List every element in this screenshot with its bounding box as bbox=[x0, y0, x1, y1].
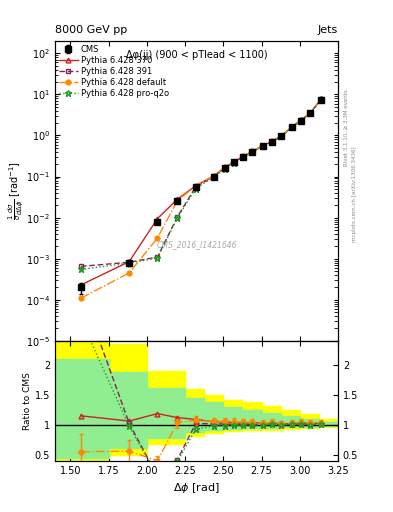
Pythia 6.428 391 bbox=[241, 154, 246, 160]
Pythia 6.428 default bbox=[279, 133, 284, 139]
Pythia 6.428 pro-q2o bbox=[175, 215, 180, 221]
Line: Pythia 6.428 default: Pythia 6.428 default bbox=[79, 97, 323, 301]
Pythia 6.428 370 bbox=[261, 142, 265, 148]
Pythia 6.428 pro-q2o bbox=[261, 143, 265, 150]
Pythia 6.428 pro-q2o bbox=[241, 154, 246, 160]
Pythia 6.428 default bbox=[261, 142, 265, 148]
Legend: CMS, Pythia 6.428 370, Pythia 6.428 391, Pythia 6.428 default, Pythia 6.428 pro-: CMS, Pythia 6.428 370, Pythia 6.428 391,… bbox=[57, 44, 171, 100]
Pythia 6.428 pro-q2o bbox=[79, 266, 83, 272]
Line: Pythia 6.428 pro-q2o: Pythia 6.428 pro-q2o bbox=[78, 96, 324, 272]
Text: mcplots.cern.ch [arXiv:1306.3436]: mcplots.cern.ch [arXiv:1306.3436] bbox=[352, 147, 357, 242]
Pythia 6.428 default bbox=[127, 270, 132, 276]
Pythia 6.428 370 bbox=[79, 282, 83, 288]
Pythia 6.428 391 bbox=[155, 254, 160, 260]
Pythia 6.428 391 bbox=[290, 124, 294, 130]
Pythia 6.428 370 bbox=[155, 216, 160, 222]
Pythia 6.428 391 bbox=[270, 138, 275, 144]
Pythia 6.428 default bbox=[231, 158, 236, 164]
Pythia 6.428 pro-q2o bbox=[308, 110, 313, 116]
Line: Pythia 6.428 391: Pythia 6.428 391 bbox=[79, 97, 323, 269]
Pythia 6.428 default bbox=[319, 96, 323, 102]
Pythia 6.428 370 bbox=[127, 259, 132, 265]
Pythia 6.428 pro-q2o bbox=[222, 165, 227, 172]
Pythia 6.428 370 bbox=[231, 159, 236, 165]
Y-axis label: Ratio to CMS: Ratio to CMS bbox=[23, 372, 32, 430]
Pythia 6.428 391 bbox=[212, 173, 217, 179]
Pythia 6.428 pro-q2o bbox=[279, 133, 284, 139]
Pythia 6.428 370 bbox=[193, 183, 198, 189]
Y-axis label: $\frac{1}{\sigma}\frac{d\sigma}{d\Delta\phi}$ [rad$^{-1}$]: $\frac{1}{\sigma}\frac{d\sigma}{d\Delta\… bbox=[6, 161, 25, 220]
Pythia 6.428 default bbox=[250, 148, 255, 154]
Pythia 6.428 370 bbox=[241, 154, 246, 160]
Pythia 6.428 pro-q2o bbox=[212, 174, 217, 180]
Pythia 6.428 391 bbox=[250, 148, 255, 155]
Pythia 6.428 default bbox=[193, 183, 198, 189]
Text: Δφ(jj) (900 < pTlead < 1100): Δφ(jj) (900 < pTlead < 1100) bbox=[126, 50, 267, 60]
Pythia 6.428 default bbox=[241, 153, 246, 159]
X-axis label: $\Delta\phi$ [rad]: $\Delta\phi$ [rad] bbox=[173, 481, 220, 495]
Text: CMS_2016_I1421646: CMS_2016_I1421646 bbox=[156, 240, 237, 249]
Pythia 6.428 pro-q2o bbox=[127, 260, 132, 266]
Pythia 6.428 pro-q2o bbox=[231, 160, 236, 166]
Pythia 6.428 default bbox=[299, 117, 304, 123]
Pythia 6.428 default bbox=[308, 110, 313, 116]
Pythia 6.428 default bbox=[270, 138, 275, 144]
Pythia 6.428 pro-q2o bbox=[299, 117, 304, 123]
Pythia 6.428 391 bbox=[222, 165, 227, 171]
Pythia 6.428 391 bbox=[319, 96, 323, 102]
Pythia 6.428 391 bbox=[127, 259, 132, 265]
Text: Rivet 3.1.10, ≥ 3.3M events: Rivet 3.1.10, ≥ 3.3M events bbox=[344, 90, 349, 166]
Pythia 6.428 pro-q2o bbox=[250, 149, 255, 155]
Pythia 6.428 391 bbox=[279, 133, 284, 139]
Text: 8000 GeV pp: 8000 GeV pp bbox=[55, 25, 127, 35]
Pythia 6.428 391 bbox=[299, 117, 304, 123]
Pythia 6.428 default bbox=[79, 295, 83, 301]
Pythia 6.428 391 bbox=[175, 214, 180, 220]
Pythia 6.428 pro-q2o bbox=[193, 185, 198, 191]
Pythia 6.428 default bbox=[175, 198, 180, 204]
Pythia 6.428 370 bbox=[250, 148, 255, 154]
Line: Pythia 6.428 370: Pythia 6.428 370 bbox=[79, 97, 323, 287]
Pythia 6.428 370 bbox=[299, 117, 304, 123]
Pythia 6.428 default bbox=[222, 164, 227, 170]
Pythia 6.428 370 bbox=[222, 164, 227, 170]
Pythia 6.428 default bbox=[290, 123, 294, 130]
Pythia 6.428 391 bbox=[261, 143, 265, 149]
Text: Jets: Jets bbox=[318, 25, 338, 35]
Pythia 6.428 370 bbox=[212, 173, 217, 179]
Pythia 6.428 370 bbox=[319, 96, 323, 102]
Pythia 6.428 pro-q2o bbox=[155, 255, 160, 261]
Pythia 6.428 default bbox=[212, 173, 217, 179]
Pythia 6.428 pro-q2o bbox=[319, 96, 323, 102]
Pythia 6.428 pro-q2o bbox=[290, 124, 294, 130]
Pythia 6.428 pro-q2o bbox=[270, 139, 275, 145]
Pythia 6.428 370 bbox=[279, 133, 284, 139]
Pythia 6.428 391 bbox=[193, 184, 198, 190]
Pythia 6.428 370 bbox=[175, 196, 180, 202]
Pythia 6.428 default bbox=[155, 235, 160, 241]
Pythia 6.428 370 bbox=[270, 138, 275, 144]
Pythia 6.428 370 bbox=[290, 124, 294, 130]
Pythia 6.428 370 bbox=[308, 110, 313, 116]
Pythia 6.428 391 bbox=[79, 263, 83, 269]
Pythia 6.428 391 bbox=[231, 159, 236, 165]
Pythia 6.428 391 bbox=[308, 110, 313, 116]
